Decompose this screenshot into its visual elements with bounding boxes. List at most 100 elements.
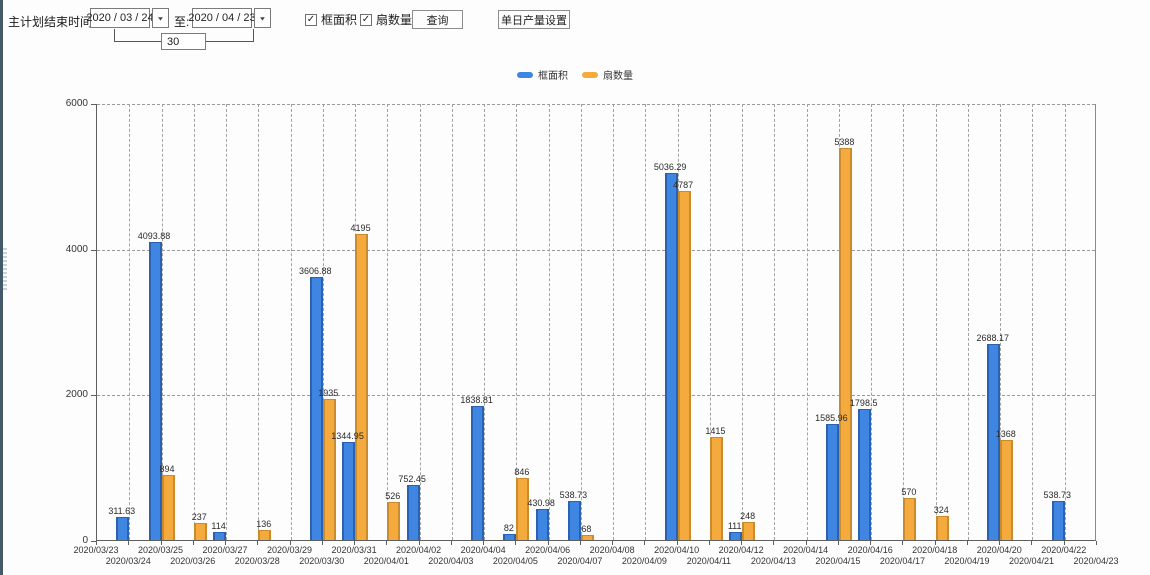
y-axis-tick-label: 6000 — [65, 98, 88, 109]
date-from-value[interactable]: 2020 / 03 / 24 — [86, 8, 154, 28]
date-to-dropdown-button[interactable]: ▼ — [254, 8, 271, 28]
bar-chart-plot-area — [96, 104, 1096, 541]
vertical-gridline — [451, 104, 453, 540]
y-axis-tick-label: 2000 — [65, 389, 88, 401]
chevron-down-icon: ▼ — [258, 14, 267, 22]
y-axis-tick-mark — [91, 541, 96, 542]
x-axis-tick-mark — [515, 541, 517, 545]
x-axis-tick-mark — [612, 541, 614, 545]
daily-output-settings-button[interactable]: 单日产量设置 — [498, 10, 570, 29]
vertical-gridline — [419, 104, 421, 540]
vertical-gridline — [516, 104, 518, 540]
vertical-gridline — [129, 104, 131, 540]
x-axis-tick-mark — [386, 541, 388, 545]
frame-area-checkbox[interactable]: ✓ 框面积 — [305, 11, 357, 28]
x-axis-tick-label: 2020/04/08 — [589, 545, 635, 555]
bar-value-label: 430.98 — [527, 498, 555, 508]
y-axis-tick-mark — [91, 249, 96, 251]
vertical-gridline — [161, 104, 163, 540]
bar-value-label: 111 — [727, 521, 742, 531]
bar-fan-count — [516, 478, 530, 540]
vertical-gridline — [193, 104, 195, 540]
vertical-gridline — [258, 104, 260, 540]
bar-fan-count — [677, 191, 691, 540]
checkbox-checked-icon[interactable]: ✓ — [360, 13, 372, 26]
chart-legend: 框面积 扇数量 — [0, 67, 1150, 82]
x-axis-tick-label: 2020/04/16 — [847, 545, 893, 555]
bracket-line-left-vertical — [114, 29, 115, 42]
x-axis-tick-label: 2020/04/10 — [654, 545, 700, 555]
fan-count-checkbox[interactable]: ✓ 扇数量 — [360, 11, 412, 28]
main-plan-end-time-label: 主计划结束时间: — [8, 15, 96, 29]
bar-fan-count — [161, 475, 175, 540]
vertical-gridline — [1064, 104, 1066, 540]
x-axis-tick-label: 2020/03/25 — [137, 545, 184, 555]
legend-label: 框面积 — [538, 71, 568, 82]
query-button[interactable]: 查询 — [412, 10, 463, 29]
x-axis-tick-mark — [934, 541, 936, 545]
bar-fan-count — [935, 516, 949, 540]
bar-value-label: 894 — [159, 464, 175, 474]
x-axis-tick-mark — [96, 541, 97, 545]
bracket-line-left-horizontal — [114, 41, 161, 42]
bar-fan-count — [355, 234, 369, 540]
x-axis-tick-mark — [225, 541, 227, 545]
date-to-picker[interactable]: 2020 / 04 / 23 ▼ — [188, 8, 271, 28]
vertical-gridline — [290, 104, 292, 540]
bar-frame-area — [213, 532, 227, 540]
x-axis-tick-label: 2020/03/24 — [105, 556, 151, 566]
x-axis-tick-mark — [257, 541, 259, 545]
bar-value-label: 4787 — [673, 180, 694, 190]
x-axis-tick-mark — [999, 541, 1001, 545]
date-from-picker[interactable]: 2020 / 03 / 24 ▼ — [86, 8, 169, 28]
bar-fan-count — [258, 530, 272, 540]
bar-value-label: 1344.95 — [331, 431, 364, 441]
legend-item[interactable]: 框面积 — [517, 67, 568, 82]
bar-frame-area — [987, 344, 1001, 540]
bar-fan-count — [193, 523, 207, 540]
bar-frame-area — [342, 442, 356, 540]
bar-fan-count — [322, 399, 336, 540]
bracket-line-right-horizontal — [206, 41, 254, 42]
bar-frame-area — [825, 424, 839, 540]
y-axis-tick-mark — [91, 104, 96, 105]
x-axis-tick-label: 2020/04/18 — [912, 545, 958, 555]
window-left-edge — [0, 0, 3, 575]
bar-value-label: 1838.81 — [460, 395, 493, 405]
date-to-value[interactable]: 2020 / 04 / 23 — [188, 8, 256, 28]
x-axis-tick-mark — [708, 541, 710, 545]
days-interval-input[interactable]: 30 — [161, 33, 206, 50]
x-axis-tick-mark — [902, 541, 904, 545]
bar-value-label: 846 — [514, 467, 530, 477]
x-axis-tick-mark — [644, 541, 646, 545]
x-axis-tick-label: 2020/04/13 — [750, 556, 796, 566]
splitter-grip[interactable] — [3, 248, 7, 292]
x-axis-tick-label: 2020/04/03 — [428, 556, 474, 566]
x-axis-tick-mark — [160, 541, 162, 545]
y-axis-tick-mark — [91, 395, 96, 397]
bar-value-label: 1368 — [995, 429, 1016, 439]
bar-value-label: 1415 — [705, 426, 726, 436]
x-axis-tick-label: 2020/04/20 — [976, 545, 1022, 555]
bar-frame-area — [471, 406, 485, 540]
bar-value-label: 570 — [901, 487, 917, 497]
bar-value-label: 2688.17 — [976, 333, 1009, 343]
bar-value-label: 538.73 — [559, 490, 588, 500]
vertical-gridline — [742, 104, 744, 540]
bar-frame-area — [1051, 501, 1065, 540]
bar-fan-count — [838, 148, 852, 540]
y-axis-tick-label: 0 — [82, 535, 88, 546]
bar-value-label: 526 — [385, 491, 401, 501]
bar-frame-area — [309, 277, 323, 540]
legend-item[interactable]: 扇数量 — [582, 67, 633, 82]
bar-value-label: 136 — [256, 519, 272, 529]
x-axis-tick-label: 2020/04/23 — [1073, 556, 1119, 566]
checkbox-checked-icon[interactable]: ✓ — [305, 13, 317, 26]
x-axis-tick-mark — [676, 541, 678, 545]
horizontal-gridline — [97, 104, 1095, 105]
bar-value-label: 324 — [933, 505, 949, 515]
bar-frame-area — [567, 501, 581, 540]
vertical-gridline — [387, 104, 389, 540]
vertical-gridline — [226, 104, 228, 540]
date-from-dropdown-button[interactable]: ▼ — [152, 8, 169, 28]
